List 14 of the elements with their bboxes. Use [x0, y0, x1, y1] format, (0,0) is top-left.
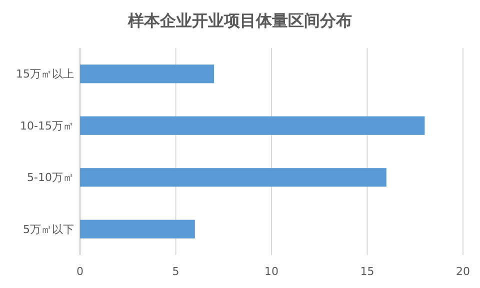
x-tick-label: 20 [456, 265, 470, 278]
y-tick-label: 5万㎡以下 [23, 222, 74, 236]
bar [80, 116, 425, 135]
bar [80, 64, 214, 84]
x-tick-label: 5 [172, 265, 180, 278]
y-tick-label: 5-10万㎡ [27, 171, 74, 184]
y-tick-label: 15万㎡以上 [16, 68, 74, 81]
bar [80, 220, 195, 238]
y-tick-label: 10-15万㎡ [20, 119, 74, 132]
x-tick-label: 15 [360, 265, 374, 278]
x-tick-label: 10 [264, 265, 278, 278]
bar [80, 168, 386, 187]
chart-title: 样本企业开业项目体量区间分布 [127, 11, 352, 30]
x-tick-label: 0 [76, 265, 84, 278]
